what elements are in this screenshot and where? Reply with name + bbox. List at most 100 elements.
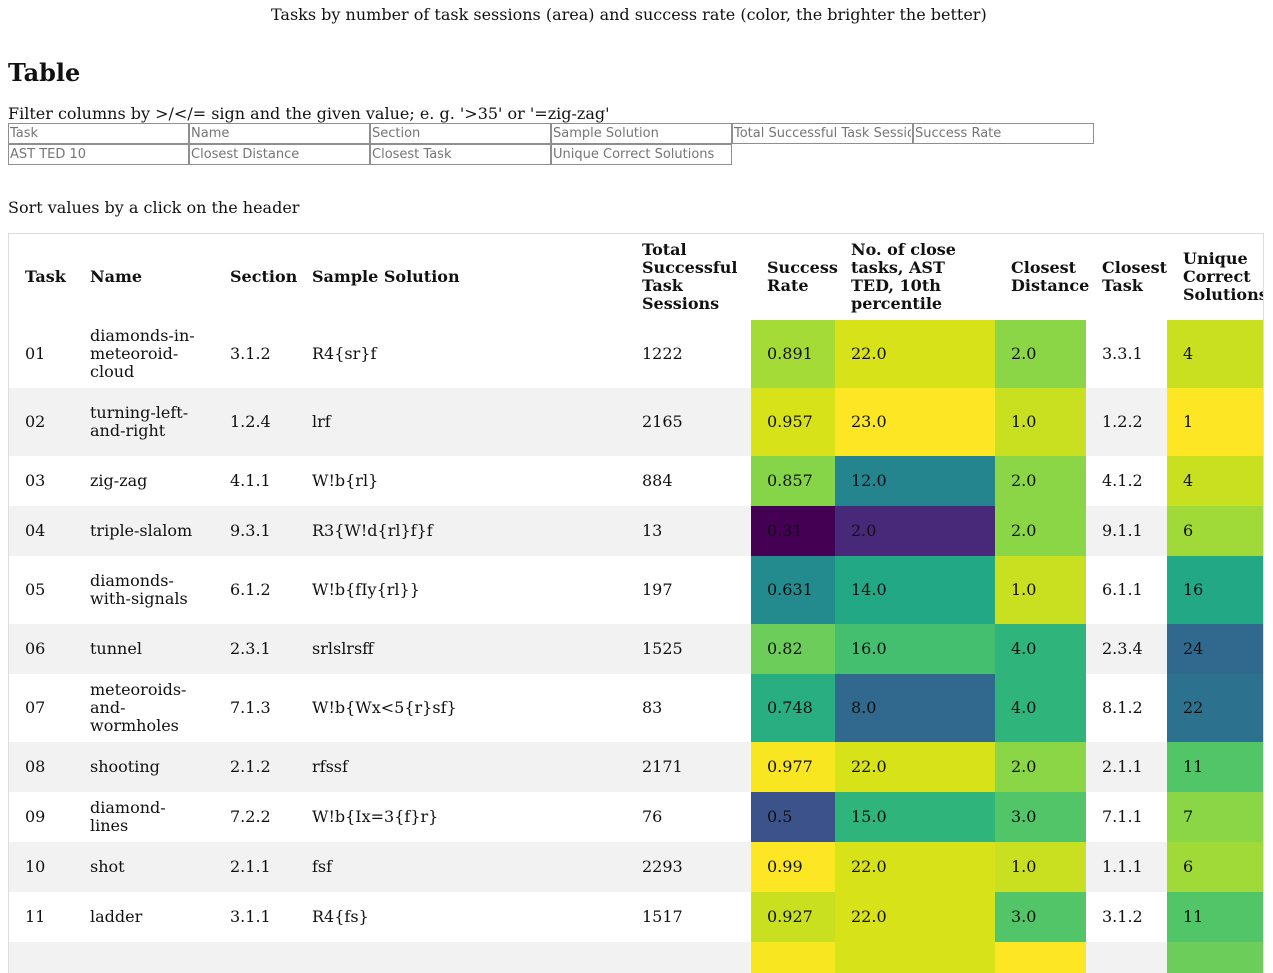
- cell-section: 1.2.4: [230, 412, 271, 431]
- cell-unique-solutions: 24: [1167, 624, 1263, 674]
- cell-name: diamonds-in-meteoroid-cloud: [90, 326, 195, 381]
- header-unique-solutions[interactable]: Unique Correct Solutions: [1183, 249, 1264, 304]
- cell-task: 05: [25, 580, 46, 599]
- cell-section: 7.1.3: [230, 698, 271, 717]
- cell-section: 3.1.1: [230, 907, 271, 926]
- filter-sample-solution[interactable]: [551, 123, 732, 144]
- cell-sample-solution: R3{W!d{rl}f}f: [312, 521, 433, 540]
- header-closest-task[interactable]: Closest Task: [1102, 258, 1168, 295]
- cell-sample-solution: [296, 942, 626, 973]
- cell-name: shooting: [90, 757, 160, 776]
- cell-success-rate: 0.31: [751, 506, 835, 556]
- table-row: 08 shooting 2.1.2 rfssf 2171 0.977 22.0 2.0 2.1.…: [9, 742, 1263, 792]
- cell-ast-ted: 12.0: [835, 456, 995, 506]
- cell-success-rate: 0.5: [751, 792, 835, 842]
- cell-closest-distance: 2.0: [995, 506, 1086, 556]
- cell-task: 01: [25, 344, 46, 363]
- table-body: 01 diamonds-in-meteoroid-cloud 3.1.2 R4{sr}…: [9, 320, 1263, 973]
- cell-closest-task: 1.1.1: [1102, 857, 1143, 876]
- header-total-sessions[interactable]: Total Successful Task Sessions: [642, 240, 738, 313]
- cell-name: shot: [90, 857, 125, 876]
- cell-success-rate: 0.891: [751, 320, 835, 388]
- header-section[interactable]: Section: [230, 267, 298, 286]
- table-row: 02 turning-left-and-right 1.2.4 lrf 2165 0.95…: [9, 388, 1263, 456]
- filter-closest-task[interactable]: [370, 144, 551, 165]
- cell-unique-solutions: 6: [1167, 842, 1263, 892]
- filter-section[interactable]: [370, 123, 551, 144]
- cell-name: [74, 942, 214, 973]
- cell-unique-solutions: 22: [1167, 674, 1263, 742]
- table-row: 09 diamond-lines 7.2.2 W!b{Ix=3{f}r} 76 0.5 15…: [9, 792, 1263, 842]
- table-row: 11 ladder 3.1.1 R4{fs} 1517 0.927 22.0 3.0 3.1.2…: [9, 892, 1263, 942]
- cell-closest-distance: 2.0: [995, 320, 1086, 388]
- cell-section: 2.1.1: [230, 857, 271, 876]
- cell-ast-ted: 23.0: [835, 388, 995, 456]
- figure-caption: Tasks by number of task sessions (area) …: [271, 5, 987, 24]
- cell-sample-solution: W!b{Ix=3{f}r}: [312, 807, 439, 826]
- cell-task: 02: [25, 412, 46, 431]
- header-ast-ted[interactable]: No. of close tasks, AST TED, 10th percen…: [851, 240, 956, 313]
- cell-unique-solutions: 1: [1167, 388, 1263, 456]
- cell-unique-solutions: 7: [1167, 792, 1263, 842]
- filter-unique-solutions[interactable]: [551, 144, 732, 165]
- filter-task[interactable]: [8, 123, 189, 144]
- cell-section: 3.1.2: [230, 344, 271, 363]
- cell-sample-solution: R4{sr}f: [312, 344, 377, 363]
- cell-success-rate: [751, 942, 835, 973]
- cell-ast-ted: 2.0: [835, 506, 995, 556]
- cell-total-sessions: [626, 942, 751, 973]
- cell-task: 07: [25, 698, 46, 717]
- cell-closest-task: 7.1.1: [1102, 807, 1143, 826]
- cell-success-rate: 0.857: [751, 456, 835, 506]
- tasks-table-container: Task Name Section Sample Solution Total …: [8, 233, 1264, 973]
- cell-section: 7.2.2: [230, 807, 271, 826]
- cell-ast-ted: 22.0: [835, 892, 995, 942]
- table-row: 10 shot 2.1.1 fsf 2293 0.99 22.0 1.0 1.1.1 6: [9, 842, 1263, 892]
- cell-sample-solution: W!b{Wx<5{r}sf}: [312, 698, 457, 717]
- sort-instructions: Sort values by a click on the header: [8, 198, 300, 217]
- filter-closest-distance[interactable]: [189, 144, 370, 165]
- filter-success-rate[interactable]: [913, 123, 1094, 144]
- header-task[interactable]: Task: [25, 267, 66, 286]
- filter-total-sessions[interactable]: [732, 123, 913, 144]
- cell-section: 9.3.1: [230, 521, 271, 540]
- cell-task: 06: [25, 639, 46, 658]
- cell-success-rate: 0.631: [751, 556, 835, 624]
- cell-task: 10: [25, 857, 46, 876]
- header-closest-distance[interactable]: Closest Distance: [1011, 258, 1090, 295]
- cell-closest-task: 2.3.4: [1102, 639, 1143, 658]
- cell-section: 2.1.2: [230, 757, 271, 776]
- cell-closest-task: 2.1.1: [1102, 757, 1143, 776]
- cell-ast-ted: 22.0: [835, 742, 995, 792]
- cell-sample-solution: srlslrsff: [312, 639, 374, 658]
- cell-name: turning-left-and-right: [90, 403, 189, 440]
- cell-total-sessions: 1222: [642, 344, 683, 363]
- cell-name: diamonds-with-signals: [90, 571, 188, 608]
- header-name[interactable]: Name: [90, 267, 143, 286]
- cell-closest-distance: 3.0: [995, 892, 1086, 942]
- cell-closest-task: 1.2.2: [1102, 412, 1143, 431]
- cell-total-sessions: 197: [642, 580, 673, 599]
- cell-closest-distance: 3.0: [995, 792, 1086, 842]
- cell-unique-solutions: 11: [1167, 892, 1263, 942]
- header-success-rate[interactable]: Success Rate: [767, 258, 838, 295]
- filter-ast-ted[interactable]: [8, 144, 189, 165]
- cell-sample-solution: fsf: [312, 857, 333, 876]
- header-sample-solution[interactable]: Sample Solution: [312, 267, 460, 286]
- cell-name: triple-slalom: [90, 521, 193, 540]
- section-heading: Table: [8, 58, 81, 87]
- table-row: [9, 942, 1263, 973]
- table-row: 05 diamonds-with-signals 6.1.2 W!b{fIy{rl}}…: [9, 556, 1263, 624]
- cell-task: 04: [25, 521, 46, 540]
- cell-success-rate: 0.957: [751, 388, 835, 456]
- cell-closest-task: 3.1.2: [1102, 907, 1143, 926]
- cell-closest-task: 6.1.1: [1102, 580, 1143, 599]
- cell-ast-ted: 22.0: [835, 842, 995, 892]
- filter-name[interactable]: [189, 123, 370, 144]
- cell-total-sessions: 2165: [642, 412, 683, 431]
- cell-closest-distance: 2.0: [995, 742, 1086, 792]
- table-header-row: Task Name Section Sample Solution Total …: [9, 234, 1264, 320]
- cell-total-sessions: 884: [642, 471, 673, 490]
- table-row: 06 tunnel 2.3.1 srlslrsff 1525 0.82 16.0 4.0 2.3…: [9, 624, 1263, 674]
- cell-closest-task: 8.1.2: [1102, 698, 1143, 717]
